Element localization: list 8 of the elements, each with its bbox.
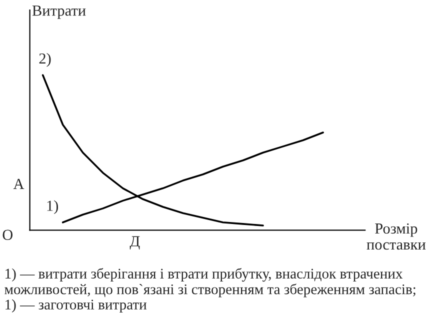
text: А [13,178,24,189]
x-axis-title: Розмір поставки [366,223,426,250]
series-label: 2) [39,52,51,67]
text: 1) — витрати зберігання і втрати прибутку, внаслідок втрачених можливостей, що пов`язані зі створенням та збереженням запасів; 1) — заготовчі витрати [4,268,416,312]
y-axis-title: Витрати [32,6,86,19]
text: Д [130,236,140,250]
text: О [2,230,13,240]
series-label: 1) [47,200,58,214]
